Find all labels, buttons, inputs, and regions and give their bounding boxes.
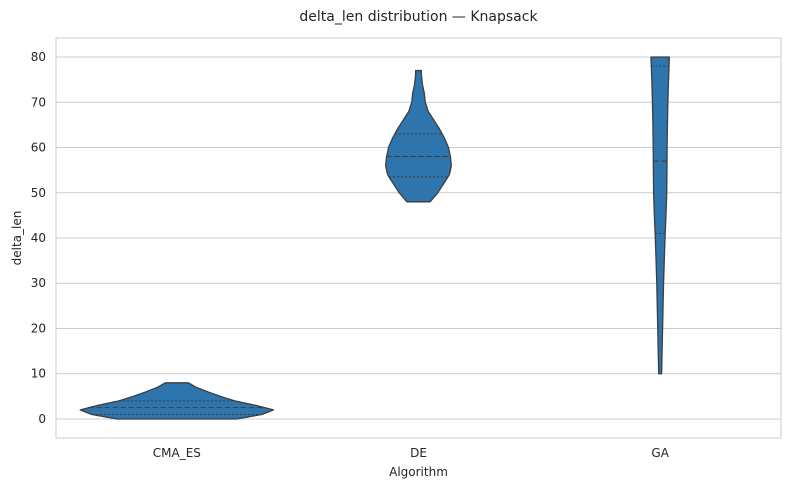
violin-cma-es: [79, 382, 275, 420]
y-tick-label: 80: [31, 50, 46, 64]
y-tick-label: 70: [31, 95, 46, 109]
x-tick-label: CMA_ES: [153, 446, 201, 460]
x-tick-label: GA: [651, 446, 669, 460]
x-axis-label: Algorithm: [389, 465, 448, 479]
y-axis-label: delta_len: [10, 211, 24, 266]
plot-frame: [55, 37, 782, 439]
y-tick-label: 20: [31, 321, 46, 335]
y-tick-label: 50: [31, 186, 46, 200]
y-tick-label: 0: [38, 412, 46, 426]
violin-de: [385, 69, 452, 203]
y-tick-label: 10: [31, 367, 46, 381]
chart-title: delta_len distribution — Knapsack: [299, 9, 538, 25]
violin-ga: [650, 56, 670, 375]
ticks: 0 10 20 30 40 50 60 70 80 CMA_ES DE GA: [31, 50, 670, 460]
violins: [79, 56, 670, 420]
y-tick-label: 30: [31, 276, 46, 290]
x-tick-label: DE: [410, 446, 427, 460]
y-tick-label: 60: [31, 141, 46, 155]
y-tick-label: 40: [31, 231, 46, 245]
